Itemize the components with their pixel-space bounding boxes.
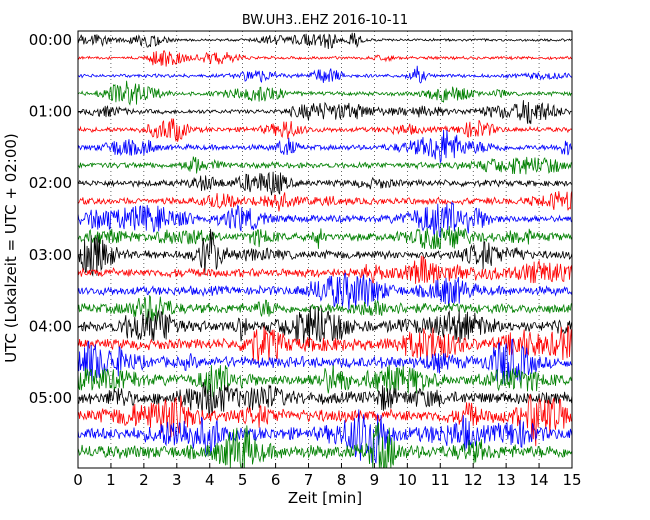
x-tick-label: 2 xyxy=(139,471,149,489)
x-axis: 0 1 2 3 4 5 6 7 8 9 10 11 12 13 14 15 xyxy=(73,463,582,489)
x-tick-label: 0 xyxy=(73,471,83,489)
trace-line xyxy=(77,228,573,277)
y-tick-label: 05:00 xyxy=(29,389,72,407)
trace-line xyxy=(77,50,573,67)
x-tick-label: 14 xyxy=(530,471,549,489)
x-tick-label: 3 xyxy=(172,471,182,489)
x-tick-label: 8 xyxy=(337,471,347,489)
x-tick-label: 10 xyxy=(398,471,417,489)
x-tick-label: 13 xyxy=(497,471,516,489)
x-tick-label: 5 xyxy=(238,471,248,489)
x-tick-label: 12 xyxy=(464,471,483,489)
trace-line xyxy=(77,295,573,325)
trace-line xyxy=(77,65,573,84)
trace-line xyxy=(77,255,573,285)
trace-line xyxy=(77,325,573,365)
x-tick-label: 7 xyxy=(304,471,314,489)
y-tick-label: 03:00 xyxy=(29,246,72,264)
trace-line xyxy=(77,80,573,106)
trace-line xyxy=(77,422,573,469)
trace-line xyxy=(77,409,573,464)
y-axis: 00:00 01:00 02:00 03:00 04:00 05:00 xyxy=(29,31,83,407)
trace-line xyxy=(77,226,573,250)
trace-line xyxy=(77,190,573,212)
y-tick-label: 00:00 xyxy=(29,31,72,49)
trace-line xyxy=(77,305,573,348)
x-axis-label: Zeit [min] xyxy=(288,489,362,507)
trace-line xyxy=(77,118,573,142)
trace-line xyxy=(77,32,573,50)
trace-line xyxy=(77,171,573,196)
x-tick-label: 4 xyxy=(205,471,215,489)
y-tick-label: 01:00 xyxy=(29,103,72,121)
y-axis-label: UTC (Lokalzeit = UTC + 02:00) xyxy=(2,133,20,363)
x-tick-label: 9 xyxy=(370,471,380,489)
plot-frame xyxy=(77,30,573,469)
trace-line xyxy=(77,129,573,164)
trace-line xyxy=(77,394,573,447)
trace-line xyxy=(77,338,573,385)
y-tick-label: 04:00 xyxy=(29,317,72,335)
trace-line xyxy=(77,364,573,399)
y-tick-label: 02:00 xyxy=(29,174,72,192)
x-tick-label: 11 xyxy=(431,471,450,489)
x-tick-label: 15 xyxy=(562,471,581,489)
chart-title: BW.UH3..EHZ 2016-10-11 xyxy=(242,13,408,28)
traces xyxy=(77,32,573,469)
trace-line xyxy=(77,272,573,310)
trace-line xyxy=(77,381,573,416)
trace-line xyxy=(77,156,573,175)
trace-line xyxy=(77,201,573,238)
trace-line xyxy=(77,100,573,125)
x-tick-label: 6 xyxy=(271,471,281,489)
x-tick-label: 1 xyxy=(106,471,116,489)
